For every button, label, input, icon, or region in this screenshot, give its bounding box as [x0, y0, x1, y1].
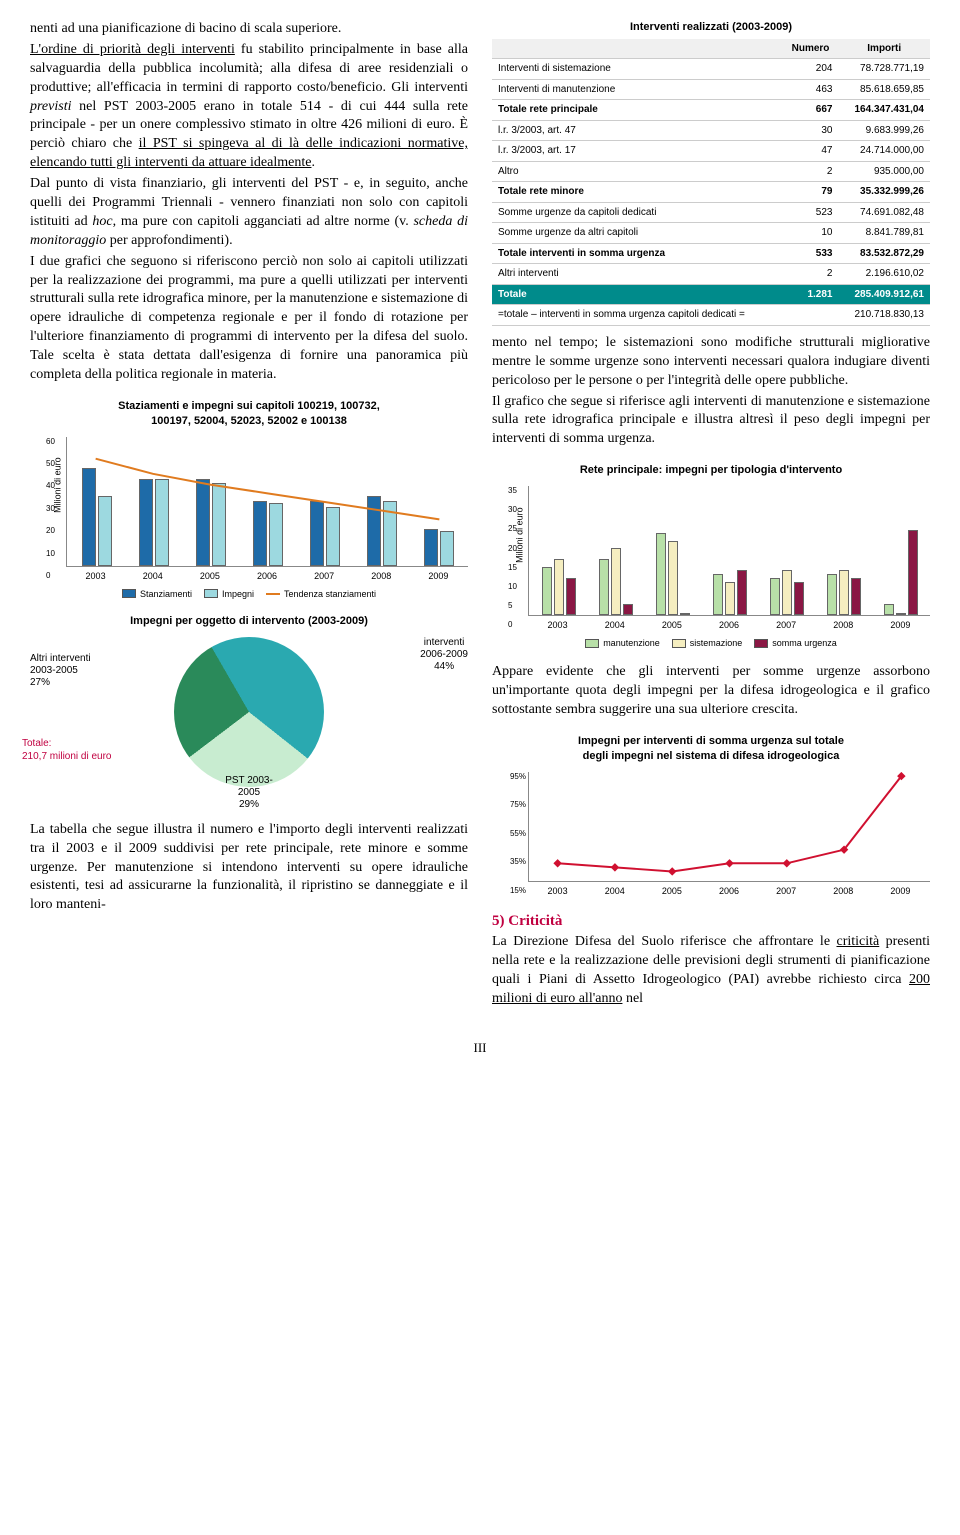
legend-item: Tendenza stanziamenti: [266, 588, 376, 600]
chart-pie-impegni: Impegni per oggetto di intervento (2003-…: [30, 614, 468, 807]
table-row: Totale1.281285.409.912,61: [492, 284, 930, 305]
x-axis: 2003200420052006200720082009: [528, 619, 930, 631]
interventi-table: Interventi realizzati (2003-2009) Numero…: [492, 20, 930, 326]
para: mento nel tempo; le sistemazioni sono mo…: [492, 334, 930, 391]
pie-label: PST 2003- 2005 29%: [225, 775, 273, 811]
left-column: nenti ad una pianificazione di bacino di…: [30, 20, 468, 1011]
x-axis: 2003200420052006200720082009: [66, 570, 468, 582]
table-caption: Interventi realizzati (2003-2009): [492, 20, 930, 39]
right-column: Interventi realizzati (2003-2009) Numero…: [492, 20, 930, 1011]
legend-item: Impegni: [204, 588, 254, 600]
criticita-heading: 5) Criticità: [492, 911, 930, 931]
x-axis: 2003200420052006200720082009: [528, 885, 930, 897]
pie-area: interventi 2006-2009 44% PST 2003- 2005 …: [30, 637, 468, 807]
chart-title: Staziamenti e impegni sui capitoli 10021…: [30, 399, 468, 429]
table-row: Totale rete principale667164.347.431,04: [492, 100, 930, 121]
table-row: Altro2935.000,00: [492, 161, 930, 182]
pie-label: Altri interventi 2003-2005 27%: [30, 653, 91, 689]
italic-text: previsti: [30, 99, 71, 114]
bar-area: [528, 486, 930, 616]
legend-item: Stanziamenti: [122, 588, 192, 600]
table-row: Somme urgenze da capitoli dedicati52374.…: [492, 202, 930, 223]
table-row: l.r. 3/2003, art. 174724.714.000,00: [492, 141, 930, 162]
para: Appare evidente che gli interventi per s…: [492, 663, 930, 720]
chart-stanziamenti-impegni: Staziamenti e impegni sui capitoli 10021…: [30, 399, 468, 600]
para: I due grafici che seguono si riferiscono…: [30, 253, 468, 385]
table-row: Interventi di manutenzione46385.618.659,…: [492, 79, 930, 100]
italic-text: hoc: [92, 214, 112, 229]
table-row: =totale – interventi in somma urgenza ca…: [492, 305, 930, 326]
y-axis-ticks: 15%35%55%75%95%: [500, 772, 526, 897]
table-row: Totale interventi in somma urgenza53383.…: [492, 243, 930, 264]
pie-disc: [174, 637, 324, 787]
chart-somma-urgenza-pct: Impegni per interventi di somma urgenza …: [492, 734, 930, 897]
table-row: l.r. 3/2003, art. 47309.683.999,26: [492, 120, 930, 141]
y-axis-ticks: 05101520253035: [508, 486, 526, 631]
main-columns: nenti ad una pianificazione di bacino di…: [30, 20, 930, 1011]
line-svg: [529, 772, 930, 881]
underline-text: criticità: [836, 934, 879, 949]
page-number: III: [30, 1039, 930, 1057]
para: La tabella che segue illustra il numero …: [30, 821, 468, 915]
bar-area: [66, 437, 468, 567]
y-axis-ticks: 0102030405060: [46, 437, 64, 582]
line-area: [528, 772, 930, 882]
chart-title: Impegni per oggetto di intervento (2003-…: [30, 614, 468, 629]
pie-label: interventi 2006-2009 44%: [420, 637, 468, 673]
table-row: Interventi di sistemazione20478.728.771,…: [492, 59, 930, 80]
underline-text: L'ordine di priorità degli interventi: [30, 42, 235, 57]
pie-total-callout: Totale: 210,7 milioni di euro: [22, 737, 112, 763]
para: nenti ad una pianificazione di bacino di…: [30, 20, 468, 39]
chart-legend: Stanziamenti Impegni Tendenza stanziamen…: [30, 588, 468, 600]
para: La Direzione Difesa del Suolo riferisce …: [492, 933, 930, 1009]
para: L'ordine di priorità degli interventi fu…: [30, 41, 468, 173]
chart-rete-principale: Rete principale: impegni per tipologia d…: [492, 463, 930, 649]
chart-legend: manutenzione sistemazione somma urgenza: [492, 637, 930, 649]
table-header-row: NumeroImporti: [492, 39, 930, 59]
para: Dal punto di vista finanziario, gli inte…: [30, 175, 468, 251]
table-row: Totale rete minore7935.332.999,26: [492, 182, 930, 203]
chart-title: Rete principale: impegni per tipologia d…: [492, 463, 930, 478]
table-row: Altri interventi22.196.610,02: [492, 264, 930, 285]
chart-title: Impegni per interventi di somma urgenza …: [492, 734, 930, 764]
legend-item: somma urgenza: [754, 637, 837, 649]
legend-item: sistemazione: [672, 637, 743, 649]
para: Il grafico che segue si riferisce agli i…: [492, 393, 930, 450]
legend-item: manutenzione: [585, 637, 660, 649]
table-row: Somme urgenze da altri capitoli108.841.7…: [492, 223, 930, 244]
